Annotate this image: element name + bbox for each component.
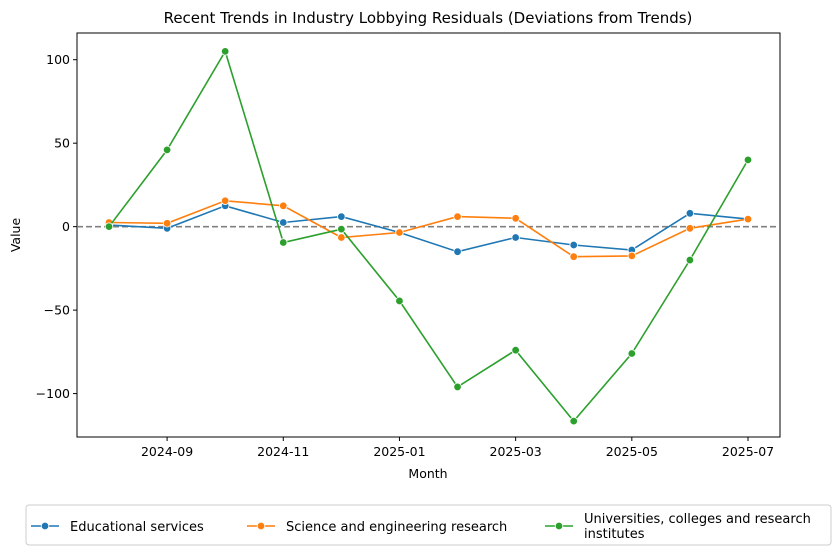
data-point bbox=[337, 224, 346, 234]
data-point bbox=[279, 201, 288, 210]
y-axis-label: Value bbox=[8, 218, 23, 253]
data-point bbox=[395, 228, 404, 237]
data-point bbox=[685, 224, 695, 233]
legend-item: Universities, colleges and research insti… bbox=[545, 512, 811, 542]
data-point bbox=[279, 218, 288, 227]
x-tick-label: 2024-11 bbox=[257, 444, 309, 459]
data-point bbox=[569, 240, 578, 250]
legend: Educational services Science and engineer… bbox=[25, 504, 832, 546]
data-point bbox=[162, 145, 172, 155]
data-point bbox=[627, 349, 637, 358]
data-point bbox=[569, 252, 578, 261]
data-point bbox=[337, 212, 346, 221]
legend-swatch-marker bbox=[40, 521, 50, 531]
legend-frame bbox=[25, 504, 832, 546]
data-point bbox=[743, 155, 753, 165]
data-point bbox=[453, 212, 462, 221]
data-point bbox=[453, 382, 462, 392]
data-point bbox=[685, 255, 695, 265]
data-point bbox=[162, 219, 172, 228]
y-tick-label: 50 bbox=[54, 136, 70, 151]
x-tick-label: 2024-09 bbox=[141, 444, 193, 459]
data-point bbox=[337, 233, 346, 242]
legend-swatch-marker bbox=[256, 521, 266, 531]
y-tick-label: 100 bbox=[46, 52, 70, 67]
series-3 bbox=[104, 47, 753, 426]
series-2 bbox=[104, 196, 753, 261]
legend-label: Science and engineering research bbox=[286, 520, 507, 535]
data-point bbox=[511, 345, 520, 355]
y-tick-label: 0 bbox=[62, 219, 70, 234]
data-point bbox=[279, 238, 288, 247]
y-axis: −100 −50 0 50 100 bbox=[36, 52, 77, 401]
data-point bbox=[104, 222, 114, 231]
chart-title: Recent Trends in Industry Lobbying Resid… bbox=[164, 9, 693, 27]
data-point bbox=[453, 247, 462, 256]
data-point bbox=[569, 416, 578, 426]
data-point bbox=[220, 196, 230, 205]
legend-label: Educational services bbox=[70, 520, 204, 535]
plot-area bbox=[76, 32, 781, 438]
x-tick-label: 2025-05 bbox=[606, 444, 658, 459]
y-tick-label: −50 bbox=[44, 303, 70, 318]
x-tick-label: 2025-03 bbox=[490, 444, 542, 459]
legend-swatch-marker bbox=[554, 521, 564, 531]
x-axis: 2024-09 2024-11 2025-01 2025-03 2025-05 2025-… bbox=[141, 437, 774, 459]
data-point bbox=[511, 214, 520, 223]
series-layer bbox=[104, 47, 753, 426]
x-tick-label: 2025-07 bbox=[722, 444, 774, 459]
data-point bbox=[743, 214, 753, 224]
legend-item: Science and engineering research bbox=[247, 520, 507, 535]
data-point bbox=[511, 233, 520, 242]
data-point bbox=[627, 251, 637, 261]
legend-item: Educational services bbox=[31, 520, 204, 535]
series-line bbox=[108, 204, 749, 253]
data-point bbox=[395, 296, 404, 306]
x-axis-label: Month bbox=[408, 466, 447, 481]
data-point bbox=[220, 47, 230, 56]
y-tick-label: −100 bbox=[36, 386, 70, 401]
x-tick-label: 2025-01 bbox=[373, 444, 425, 459]
series-line bbox=[108, 49, 749, 423]
series-line bbox=[108, 199, 749, 258]
data-point bbox=[685, 209, 695, 218]
legend-label: Universities, colleges and research insti… bbox=[584, 512, 811, 542]
